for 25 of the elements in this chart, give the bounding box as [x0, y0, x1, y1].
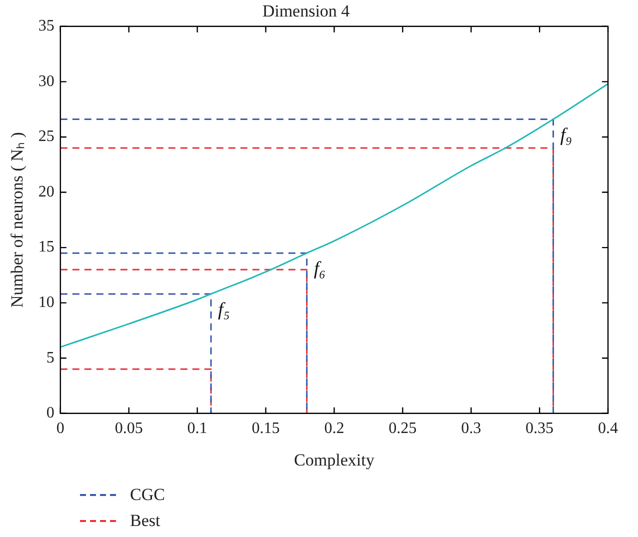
y-tick-label: 0 [46, 404, 54, 422]
x-tick-label: 0.15 [252, 420, 280, 438]
x-tick-label: 0.35 [526, 420, 554, 438]
y-tick-label: 20 [38, 183, 54, 200]
x-tick-label: 0.1 [187, 420, 208, 438]
x-tick-label: 0.4 [598, 420, 618, 438]
y-tick-label: 10 [38, 294, 54, 312]
legend-label: Best [130, 511, 160, 531]
annotation: f₉ [560, 124, 572, 146]
x-tick-label: 0.2 [324, 420, 344, 438]
y-tick-label: 35 [38, 18, 54, 35]
chart-title: Dimension 4 [262, 2, 350, 21]
y-axis-title: Number of neurons ( Nₕ ) [8, 132, 27, 308]
x-axis-title: Complexity [294, 450, 375, 470]
y-tick-label: 25 [38, 128, 54, 146]
y-tick-label: 30 [38, 72, 54, 90]
line-series [60, 83, 608, 348]
x-tick-label: 0.25 [388, 420, 417, 438]
x-tick-label: 0.3 [461, 420, 482, 438]
annotation: f₅ [218, 299, 230, 320]
x-tick-label: 0.05 [114, 420, 143, 438]
annotation: f₆ [314, 258, 326, 280]
legend-label: CGC [130, 485, 165, 505]
y-tick-label: 15 [38, 238, 54, 256]
y-tick-label: 5 [46, 349, 54, 366]
